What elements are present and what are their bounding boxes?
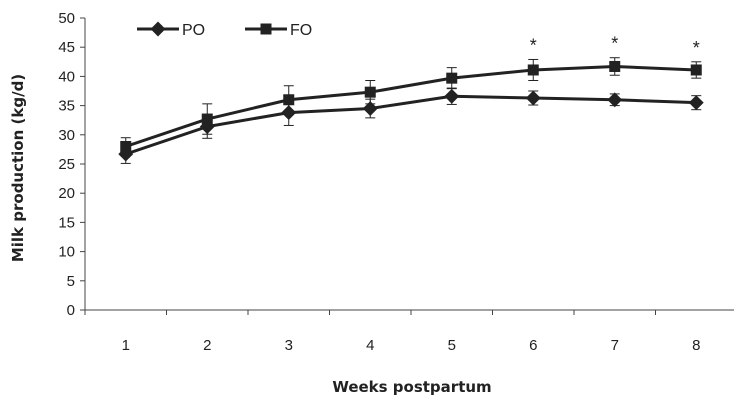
data-point [283,94,295,106]
legend-marker [150,21,166,37]
significance-marker: * [693,38,700,58]
legend-label: PO [182,22,205,39]
y-tick-label: 25 [58,156,75,173]
y-tick-label: 45 [58,39,75,56]
x-tick-label: 6 [529,337,537,354]
y-tick-label: 15 [58,214,75,231]
x-tick-label: 5 [448,337,456,354]
legend-label: FO [290,22,312,39]
y-tick-label: 10 [58,244,75,261]
data-point [362,101,378,116]
legend-marker [260,23,272,35]
data-point [201,113,213,125]
x-tick-label: 8 [692,337,700,354]
legend-item-po: PO [137,21,205,39]
x-tick-label: 4 [366,337,374,354]
data-point [120,140,132,152]
x-tick-label: 1 [122,337,130,354]
data-point [609,60,621,72]
series-line [125,94,697,156]
y-tick-label: 5 [67,273,75,290]
y-tick-label: 50 [58,10,75,27]
data-point [364,86,376,98]
y-axis-title: Milk production (kg/d) [9,74,27,262]
y-tick-label: 20 [58,185,75,202]
x-tick-label: 3 [285,337,293,354]
data-point [607,92,623,108]
significance-marker: * [611,34,618,54]
data-point [690,64,702,76]
x-tick-label: 7 [611,337,619,354]
data-point [525,90,541,106]
y-tick-label: 30 [58,127,75,144]
y-tick-label: 0 [67,302,75,319]
legend: PO FO [137,21,312,39]
data-point [688,95,704,111]
y-tick-label: 35 [58,98,75,115]
data-point [446,72,458,84]
y-tick-label: 40 [58,68,75,85]
series-line [125,64,697,148]
legend-item-fo: FO [245,22,312,39]
data-point [527,64,539,76]
series-po [118,87,704,164]
series-layer: * * * [118,34,704,164]
series-fo [120,57,702,156]
x-tick-label: 2 [203,337,211,354]
significance-marker: * [530,35,537,55]
data-point [444,88,460,104]
x-axis-title: Weeks postpartum [332,378,491,396]
